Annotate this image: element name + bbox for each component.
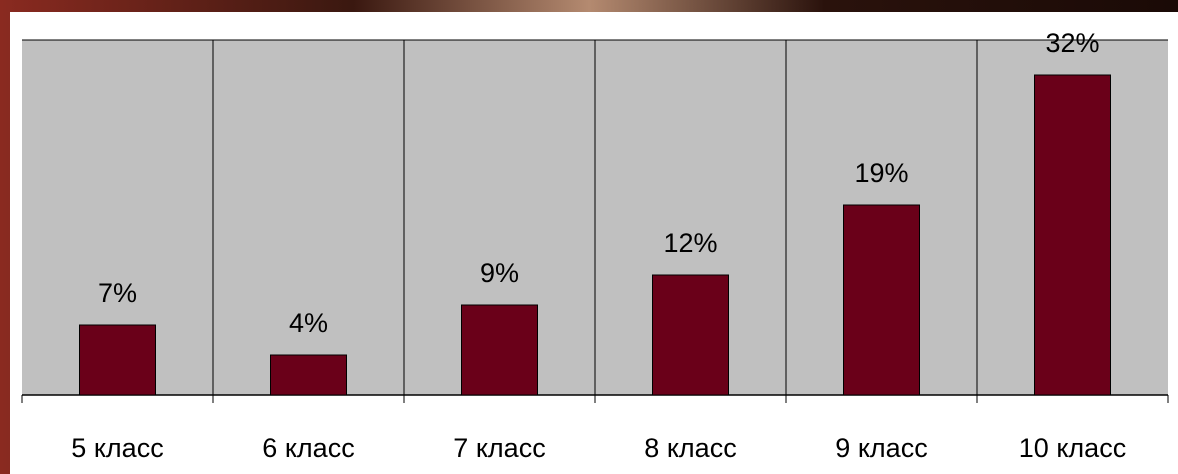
value-label: 9% [480, 258, 519, 288]
x-tick-label: 6 класс [262, 433, 354, 463]
value-label: 7% [98, 278, 137, 308]
bar [1034, 74, 1111, 396]
x-tick-label: 5 класс [71, 433, 163, 463]
x-tick-label: 9 класс [835, 433, 927, 463]
x-tick-label: 10 класс [1019, 433, 1126, 463]
value-label: 19% [854, 158, 908, 188]
bar [652, 274, 729, 396]
x-tick-label: 7 класс [453, 433, 545, 463]
x-tick-label: 8 класс [644, 433, 736, 463]
bar [79, 324, 156, 396]
value-label: 12% [663, 228, 717, 258]
bar [843, 204, 920, 396]
bar [270, 354, 347, 396]
bar [461, 304, 538, 396]
value-label: 4% [289, 308, 328, 338]
value-label: 32% [1045, 28, 1099, 58]
